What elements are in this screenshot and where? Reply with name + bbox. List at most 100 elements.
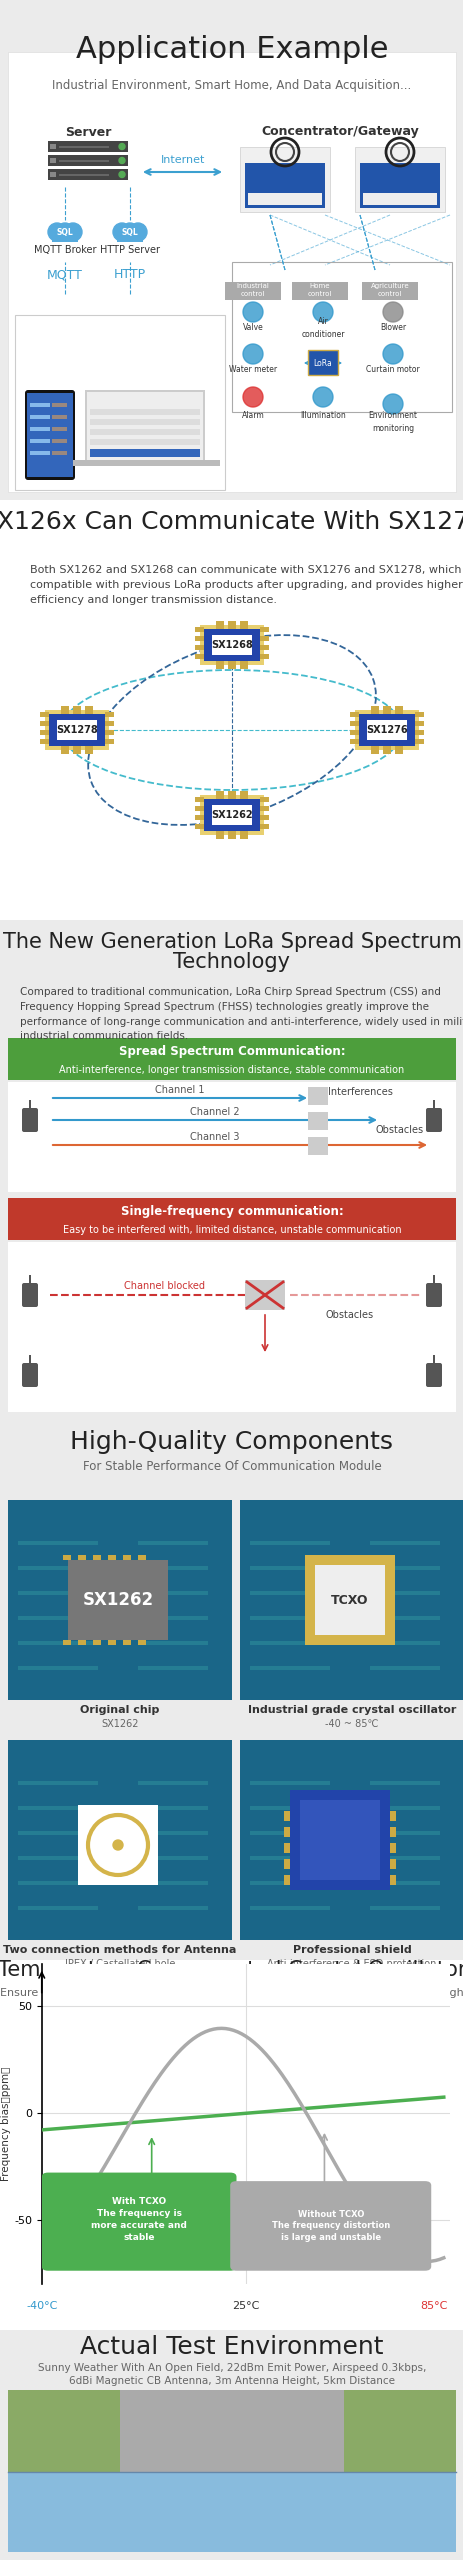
- Bar: [52, 428, 67, 430]
- Bar: [78, 1805, 158, 1884]
- Bar: [382, 745, 390, 755]
- Bar: [90, 410, 200, 415]
- Text: And Low Temperature Environment Of Industry: And Low Temperature Environment Of Indus…: [101, 2002, 362, 2012]
- Bar: [105, 730, 114, 735]
- Text: With TCXO
The frequency is
more accurate and
stable: With TCXO The frequency is more accurate…: [91, 2196, 187, 2243]
- Bar: [138, 1590, 207, 1595]
- Bar: [259, 824, 269, 829]
- Text: SX1276: SX1276: [365, 724, 407, 735]
- Text: SX1262: SX1262: [101, 1718, 138, 1728]
- Circle shape: [382, 394, 402, 415]
- Bar: [216, 660, 224, 668]
- Bar: [354, 146, 444, 212]
- Bar: [369, 1830, 439, 1836]
- Text: Without TCXO
The frequency distortion
is large and unstable: Without TCXO The frequency distortion is…: [271, 2209, 389, 2243]
- Bar: [18, 1805, 98, 1810]
- Bar: [45, 709, 109, 750]
- Bar: [250, 1615, 329, 1620]
- Bar: [73, 745, 81, 755]
- Bar: [52, 402, 67, 407]
- Text: SQL: SQL: [56, 228, 73, 238]
- Circle shape: [382, 302, 402, 323]
- Bar: [216, 832, 224, 840]
- Bar: [0, 919, 463, 1421]
- Bar: [8, 1242, 455, 1413]
- Text: -40 ~ 85℃: -40 ~ 85℃: [325, 1718, 378, 1728]
- Text: Industrial Environment, Smart Home, And Data Acquisition...: Industrial Environment, Smart Home, And …: [52, 79, 411, 92]
- Bar: [204, 630, 259, 660]
- Bar: [239, 660, 247, 668]
- Text: For Stable Performance Of Communication Module: For Stable Performance Of Communication …: [82, 1462, 381, 1475]
- Bar: [18, 1830, 98, 1836]
- Bar: [18, 1882, 98, 1884]
- Bar: [369, 1907, 439, 1910]
- Bar: [389, 1874, 395, 1884]
- Bar: [432, 1354, 434, 1362]
- FancyBboxPatch shape: [22, 1362, 38, 1388]
- Bar: [227, 832, 236, 840]
- Bar: [50, 159, 56, 164]
- Bar: [8, 1037, 455, 1080]
- Bar: [389, 1859, 395, 1869]
- Bar: [250, 1830, 329, 1836]
- Bar: [138, 1856, 207, 1861]
- Text: High-Quality Components: High-Quality Components: [70, 1431, 393, 1454]
- Bar: [18, 1782, 98, 1784]
- Bar: [30, 415, 50, 420]
- Bar: [247, 192, 321, 205]
- Circle shape: [56, 223, 74, 241]
- Text: SX1278: SX1278: [56, 724, 98, 735]
- Text: Industrial grade crystal oscillator: Industrial grade crystal oscillator: [247, 1705, 455, 1715]
- FancyBboxPatch shape: [425, 1108, 441, 1132]
- Bar: [250, 1782, 329, 1784]
- Bar: [85, 745, 93, 755]
- Bar: [369, 1615, 439, 1620]
- Circle shape: [121, 223, 139, 241]
- Circle shape: [243, 302, 263, 323]
- Bar: [18, 1615, 98, 1620]
- Bar: [61, 707, 69, 714]
- Bar: [50, 172, 56, 177]
- Bar: [18, 1541, 98, 1546]
- Bar: [259, 653, 269, 658]
- Bar: [52, 228, 78, 243]
- Bar: [239, 622, 247, 630]
- Bar: [29, 1354, 31, 1362]
- Bar: [216, 791, 224, 799]
- Bar: [232, 261, 451, 412]
- Bar: [359, 164, 439, 207]
- Bar: [120, 2391, 343, 2473]
- Bar: [369, 1590, 439, 1595]
- Bar: [250, 1541, 329, 1546]
- Bar: [57, 719, 97, 740]
- Bar: [432, 1101, 434, 1108]
- Bar: [30, 438, 50, 443]
- Bar: [369, 1667, 439, 1669]
- Bar: [40, 712, 49, 717]
- Bar: [73, 707, 81, 714]
- Bar: [307, 1111, 327, 1129]
- Bar: [389, 1828, 395, 1838]
- Bar: [138, 1882, 207, 1884]
- Bar: [250, 1590, 329, 1595]
- Bar: [370, 707, 378, 714]
- Bar: [68, 1559, 168, 1641]
- Text: Ensure The Long Time Working Of The Module Without Frequency Shift At The High: Ensure The Long Time Working Of The Modu…: [0, 1989, 463, 1997]
- Text: Compared to traditional communication, LoRa Chirp Spread Spectrum (CSS) and
Freq: Compared to traditional communication, L…: [20, 988, 463, 1042]
- Text: Air
conditioner: Air conditioner: [300, 317, 344, 338]
- Bar: [90, 448, 200, 458]
- Bar: [108, 1554, 116, 1559]
- Bar: [244, 164, 324, 207]
- Bar: [8, 1500, 232, 1700]
- Text: Server: Server: [65, 125, 111, 138]
- Bar: [30, 451, 50, 456]
- Bar: [85, 707, 93, 714]
- Bar: [307, 1137, 327, 1155]
- Bar: [382, 707, 390, 714]
- Text: Industrial
control: Industrial control: [236, 282, 269, 297]
- Circle shape: [119, 143, 125, 148]
- Bar: [414, 730, 423, 735]
- Bar: [414, 722, 423, 727]
- Bar: [108, 1641, 116, 1646]
- Text: Channel 1: Channel 1: [155, 1085, 204, 1096]
